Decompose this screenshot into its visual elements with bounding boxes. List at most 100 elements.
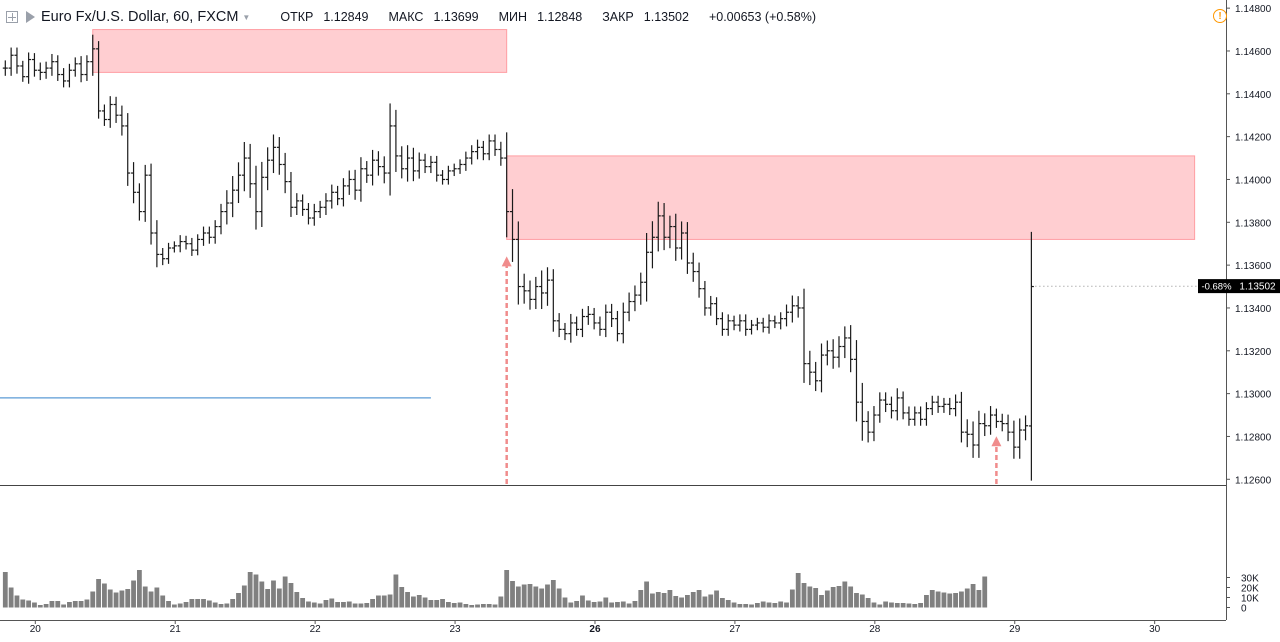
- ohlc-bar: [451, 163, 457, 177]
- ohlc-bar: [684, 222, 690, 274]
- symbol-title[interactable]: Euro Fx/U.S. Dollar, 60, FXCM: [41, 9, 239, 25]
- volume-bar: [428, 600, 434, 608]
- ohlc-bar: [206, 226, 212, 244]
- ohlc-bar: [171, 241, 177, 253]
- ohlc-bar: [294, 193, 300, 216]
- volume-bar: [434, 600, 440, 608]
- volume-bar: [422, 597, 428, 608]
- volume-bar: [562, 597, 568, 608]
- ohlc-bar: [865, 411, 871, 443]
- price-tick-label: 1.14200: [1235, 133, 1272, 144]
- ohlc-bar: [906, 406, 912, 426]
- volume-bar: [836, 586, 842, 608]
- volume-bar: [230, 599, 236, 608]
- volume-bar: [591, 602, 597, 608]
- volume-bar: [650, 593, 655, 608]
- volume-bar: [824, 590, 830, 608]
- volume-bar: [236, 593, 241, 608]
- volume-bar: [399, 587, 405, 608]
- ohlc-bar: [696, 262, 702, 298]
- volume-bar: [539, 588, 545, 608]
- volume-bar: [247, 572, 253, 608]
- volume-bar: [8, 587, 14, 608]
- volume-tick-label: 30K: [1241, 574, 1259, 585]
- ohlc-bar: [387, 103, 393, 196]
- volume-bar: [171, 604, 177, 608]
- ohlc-bar: [323, 193, 329, 216]
- ohlc-bar: [189, 237, 195, 256]
- ohlc-bar: [702, 280, 708, 316]
- dropdown-icon[interactable]: ▼: [242, 12, 251, 22]
- ohlc-bar: [440, 170, 446, 185]
- flag-icon[interactable]: [26, 11, 35, 23]
- volume-bar: [32, 602, 37, 608]
- ohlc-bar: [445, 165, 451, 185]
- ohlc-bar: [883, 392, 889, 413]
- ohlc-bar: [533, 276, 539, 310]
- volume-bar: [527, 584, 533, 608]
- volume-bar: [667, 590, 673, 608]
- ohlc-bar: [480, 140, 486, 161]
- ohlc-bar: [719, 312, 725, 336]
- ohlc-bar: [591, 307, 597, 330]
- ohlc-bar: [754, 317, 760, 331]
- ohlc-bar: [218, 203, 224, 235]
- ohlc-bar: [37, 62, 43, 81]
- ohlc-bar: [14, 47, 20, 74]
- ohlc-bar: [107, 96, 113, 128]
- volume-bar: [568, 602, 574, 608]
- ohlc-bar: [31, 53, 37, 77]
- volume-bar: [486, 604, 492, 608]
- ohlc-bar: [393, 109, 399, 172]
- ohlc-bar: [422, 153, 428, 174]
- open-field: ОТКР 1.12849: [280, 10, 378, 24]
- volume-bar: [714, 590, 719, 608]
- volume-bar: [20, 599, 26, 608]
- ohlc-bar: [953, 394, 959, 417]
- ohlc-bar: [1005, 414, 1011, 442]
- volume-bar: [743, 604, 749, 608]
- volume-bar: [300, 598, 306, 608]
- volume-bar: [311, 602, 317, 608]
- ohlc-bar: [714, 297, 720, 326]
- volume-bar: [725, 600, 731, 608]
- volume-bar: [585, 600, 591, 608]
- ohlc-bar: [253, 165, 259, 230]
- volume-bar: [43, 604, 49, 608]
- ohlc-bar: [125, 113, 131, 186]
- ohlc-bar: [26, 52, 32, 84]
- volume-bar: [84, 599, 90, 608]
- ohlc-bar: [626, 292, 632, 322]
- ohlc-bar: [317, 200, 323, 219]
- ohlc-bar: [807, 350, 813, 386]
- alert-icon[interactable]: !: [1213, 9, 1227, 23]
- volume-bar: [131, 580, 136, 608]
- volume-bar: [615, 602, 620, 608]
- volume-bar: [731, 602, 737, 608]
- ohlc-bar: [212, 220, 218, 244]
- ohlc-bar: [784, 304, 790, 327]
- volume-bar: [929, 590, 935, 608]
- ohlc-bar: [620, 302, 626, 344]
- volume-bar: [276, 588, 282, 608]
- volume-bar: [457, 602, 463, 608]
- volume-bar: [445, 602, 451, 608]
- ohlc-bar: [609, 303, 615, 328]
- ohlc-bar: [370, 149, 376, 186]
- volume-bar: [603, 597, 609, 608]
- volume-bar: [819, 595, 824, 608]
- close-label: ЗАКР: [602, 10, 634, 24]
- ohlc-bar: [335, 185, 341, 206]
- ohlc-bar: [1011, 420, 1017, 459]
- ohlc-bar: [597, 316, 603, 336]
- volume-bar: [253, 574, 259, 608]
- volume-bar: [766, 602, 772, 608]
- ohlc-bar: [166, 242, 172, 264]
- time-tick-label: 29: [1009, 624, 1021, 635]
- price-tick-label: 1.14400: [1235, 90, 1272, 101]
- plus-icon[interactable]: [6, 11, 18, 23]
- time-tick-label: 23: [449, 624, 461, 635]
- legend-symbol-group[interactable]: Euro Fx/U.S. Dollar, 60, FXCM ▼: [0, 9, 255, 25]
